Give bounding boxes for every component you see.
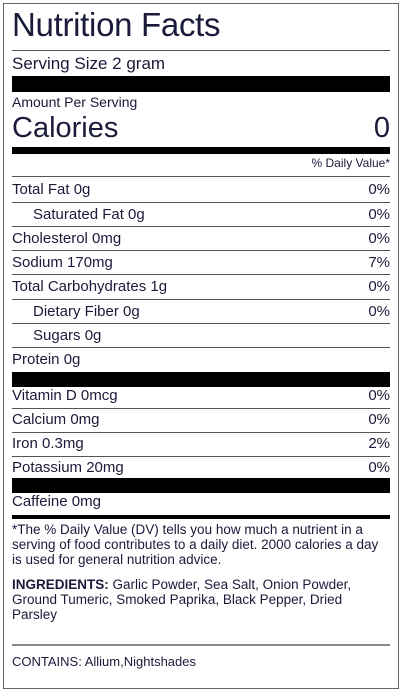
nutrient-name: Total Carbohydrates 1g: [12, 278, 168, 295]
nutrient-daily-value: 0%: [368, 230, 390, 247]
vitamin-name: Vitamin D 0mcg: [12, 387, 118, 404]
ingredients-block: INGREDIENTS: Garlic Powder, Sea Salt, On…: [12, 577, 384, 622]
vitamin-row: Iron 0.3mg 2%: [12, 432, 390, 456]
divider: [12, 226, 390, 227]
nutrient-row: Protein 0g: [12, 348, 390, 372]
nutrient-daily-value: 0%: [368, 206, 390, 223]
vitamin-name: Iron 0.3mg: [12, 435, 84, 452]
thick-divider: [12, 478, 390, 493]
vitamin-name: Calcium 0mg: [12, 411, 100, 428]
nutrient-row: Total Carbohydrates 1g 0%: [12, 275, 390, 299]
divider: [12, 323, 390, 324]
calories-value: 0: [373, 112, 390, 144]
divider: [12, 644, 390, 646]
amount-per-serving: Amount Per Serving: [12, 94, 138, 110]
thick-divider: [12, 76, 390, 92]
nutrient-name: Dietary Fiber 0g: [33, 303, 140, 320]
divider: [12, 432, 390, 433]
nutrient-name: Protein 0g: [12, 351, 81, 368]
medium-divider: [12, 515, 390, 519]
thick-divider: [12, 372, 390, 387]
ingredients-text: Garlic Powder, Sea Salt, Onion Powder, G…: [12, 577, 352, 622]
divider: [12, 299, 390, 300]
serving-size: Serving Size 2 gram: [12, 54, 166, 73]
daily-value-footnote: *The % Daily Value (DV) tells you how mu…: [12, 522, 379, 567]
nutrient-daily-value: 0%: [368, 181, 390, 198]
nutrient-name: Saturated Fat 0g: [33, 206, 145, 223]
nutrient-name: Cholesterol 0mg: [12, 230, 122, 247]
vitamin-name: Potassium 20mg: [12, 459, 124, 476]
caffeine-row: Caffeine 0mg: [12, 490, 390, 514]
nutrient-daily-value: 0%: [368, 303, 390, 320]
divider: [12, 456, 390, 457]
nutrient-name: Total Fat 0g: [12, 181, 91, 198]
nutrient-row: Cholesterol 0mg 0%: [12, 227, 390, 251]
daily-value-header: % Daily Value*: [311, 156, 390, 170]
label-title: Nutrition Facts: [12, 6, 221, 43]
divider: [12, 202, 390, 203]
ingredients-heading: INGREDIENTS:: [12, 577, 109, 592]
nutrition-label: Nutrition Facts Serving Size 2 gram Amou…: [3, 3, 399, 689]
nutrition-label-body: Nutrition Facts Serving Size 2 gram Amou…: [12, 4, 390, 688]
calories-label: Calories: [12, 112, 119, 144]
divider: [12, 408, 390, 409]
nutrient-row: Total Fat 0g 0%: [12, 178, 390, 202]
allergen-contains: CONTAINS: Allium,Nightshades: [12, 654, 196, 669]
vitamin-row: Calcium 0mg 0%: [12, 408, 390, 432]
vitamin-daily-value: 2%: [368, 435, 390, 452]
nutrient-row: Saturated Fat 0g 0%: [12, 203, 390, 227]
divider: [12, 250, 390, 251]
nutrient-row: Dietary Fiber 0g 0%: [12, 300, 390, 324]
divider: [12, 50, 390, 51]
vitamin-row: Vitamin D 0mcg 0%: [12, 384, 390, 408]
nutrient-row: Sodium 170mg 7%: [12, 251, 390, 275]
nutrient-daily-value: 0%: [368, 278, 390, 295]
caffeine-label: Caffeine 0mg: [12, 493, 101, 510]
vitamin-daily-value: 0%: [368, 387, 390, 404]
divider: [12, 176, 390, 177]
vitamin-daily-value: 0%: [368, 459, 390, 476]
divider: [12, 347, 390, 348]
nutrient-row: Sugars 0g: [12, 324, 390, 348]
nutrient-name: Sodium 170mg: [12, 254, 113, 271]
vitamin-row: Potassium 20mg 0%: [12, 456, 390, 480]
medium-divider: [12, 147, 390, 154]
nutrient-daily-value: 7%: [368, 254, 390, 271]
divider: [12, 274, 390, 275]
vitamin-daily-value: 0%: [368, 411, 390, 428]
nutrient-name: Sugars 0g: [33, 327, 102, 344]
